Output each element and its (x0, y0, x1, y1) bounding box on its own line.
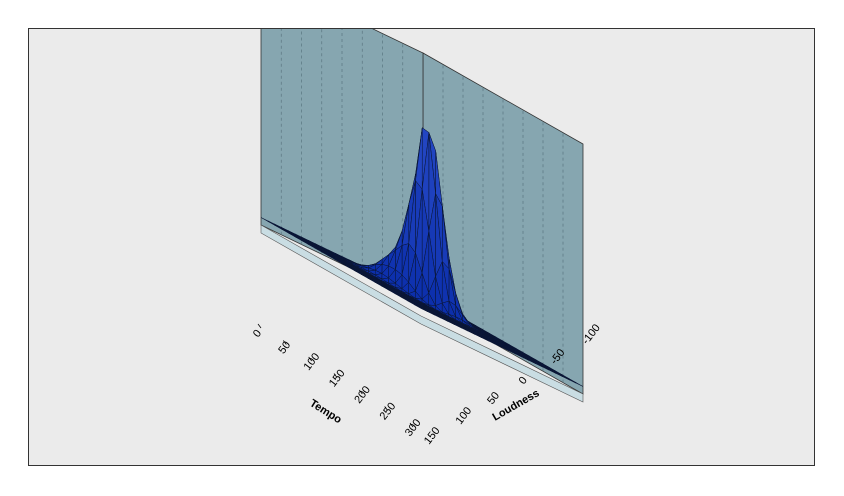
surface-facet (347, 266, 355, 271)
loudness-tick-label: 50 (485, 390, 502, 407)
tempo-tick-mark (257, 323, 262, 329)
surface-facet (287, 232, 295, 237)
surface-facet (360, 274, 369, 279)
tempo-tick-mark (308, 356, 312, 362)
surface-facet (267, 221, 275, 226)
tempo-tick-label: 250 (378, 400, 399, 422)
tempo-tick-label: 0 (251, 328, 264, 340)
floor-slab (260, 224, 584, 403)
tempo-tick-mark (409, 422, 414, 428)
tempo-axis-label: Tempo (307, 397, 343, 426)
surface-facet (307, 243, 315, 249)
tempo-tick-mark (359, 389, 363, 395)
tempo-tick-label: 50 (276, 339, 293, 356)
back-walls (260, 29, 584, 403)
loudness-tick-label: 100 (454, 405, 475, 427)
surface-facet (280, 228, 289, 234)
surface-facet (394, 293, 402, 298)
surface-facet (380, 285, 389, 290)
surface-facet (414, 304, 422, 309)
tempo-tick-mark (384, 406, 388, 411)
surface-facet (334, 258, 342, 264)
plot-area: 0 50 100 150 200 250 300 150 100 50 0 -50 -100 Temp… (28, 28, 815, 466)
surface-facet (300, 240, 309, 245)
surface-facet (407, 300, 415, 306)
tempo-tick-label: 200 (352, 384, 373, 406)
surface-facet (400, 296, 409, 302)
surface-facet (260, 217, 269, 222)
surface-facet (294, 236, 302, 241)
surface-facet (367, 277, 375, 283)
surface-facet (327, 255, 335, 260)
loudness-axis-label: Loudness (491, 387, 542, 423)
tempo-tick-label: 150 (327, 367, 348, 389)
surface-facet (340, 262, 349, 268)
tempo-tick-mark (283, 340, 287, 345)
surface-facet (274, 224, 282, 230)
loudness-tick-label: 0 (517, 375, 530, 387)
surface-facet (354, 270, 362, 275)
surface-facet (314, 247, 322, 253)
tempo-tick-label: 100 (302, 351, 323, 373)
surface-facet (320, 251, 329, 256)
surface-facet (387, 289, 395, 294)
tempo-tick-label: 300 (403, 417, 424, 439)
density-surface (260, 127, 584, 387)
surface-facet (374, 281, 382, 287)
loudness-tick-label: 150 (422, 425, 443, 447)
tempo-tick-mark (333, 373, 338, 378)
